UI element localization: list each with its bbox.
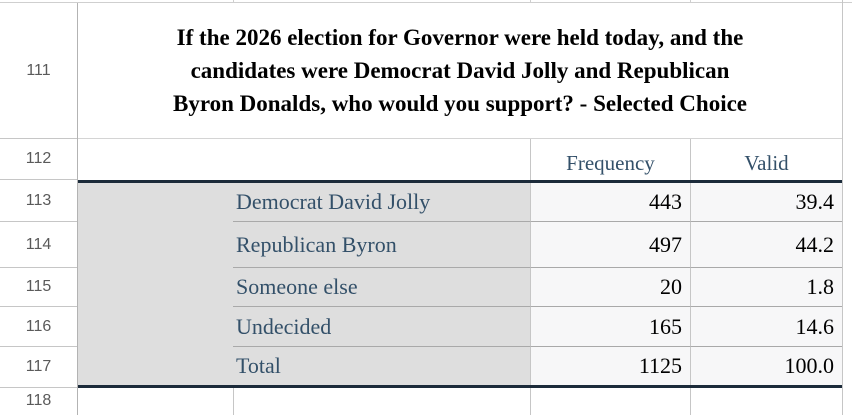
frequency-value-cell[interactable]: 1125	[530, 347, 690, 385]
frequency-table-body: Democrat David Jolly 443 39.4 Republican…	[78, 183, 842, 385]
category-label-cell[interactable]: Undecided	[233, 307, 530, 347]
row-header-117[interactable]: 117	[0, 347, 77, 388]
stub-cell[interactable]	[78, 268, 233, 307]
row-header-115[interactable]: 115	[0, 268, 77, 307]
frequency-value-cell[interactable]: 165	[530, 307, 690, 347]
stub-cell[interactable]	[78, 183, 233, 222]
header-stub-cell[interactable]	[78, 139, 530, 180]
column-gridline	[530, 388, 531, 415]
row-number-column: 111 112 113 114 115 116 117 118	[0, 3, 78, 415]
table-row: Total 1125 100.0	[78, 347, 842, 385]
table-header-row: Frequency Valid	[78, 139, 842, 180]
row-header-111[interactable]: 111	[0, 3, 77, 139]
frequency-column-header[interactable]: Frequency	[530, 139, 690, 180]
valid-percent-cell[interactable]: 100.0	[690, 347, 842, 385]
table-row: Someone else 20 1.8	[78, 268, 842, 307]
table-row: Democrat David Jolly 443 39.4	[78, 183, 842, 222]
table-bottom-rule	[78, 385, 842, 388]
stub-cell[interactable]	[78, 347, 233, 385]
row-header-114[interactable]: 114	[0, 222, 77, 268]
row-header-116[interactable]: 116	[0, 307, 77, 347]
row-header-113[interactable]: 113	[0, 180, 77, 222]
valid-percent-cell[interactable]: 1.8	[690, 268, 842, 307]
category-label-cell[interactable]: Total	[233, 347, 530, 385]
row-header-118[interactable]: 118	[25, 392, 52, 409]
category-label-cell[interactable]: Democrat David Jolly	[233, 183, 530, 222]
category-label-cell[interactable]: Republican Byron	[233, 222, 530, 268]
valid-percent-cell[interactable]: 39.4	[690, 183, 842, 222]
column-gridline-tick	[690, 0, 691, 3]
table-row: Undecided 165 14.6	[78, 307, 842, 347]
previous-row-bottom-border	[0, 2, 852, 3]
column-gridline	[233, 388, 234, 415]
table-top-rule	[78, 180, 842, 183]
question-title-line: candidates were Democrat David Jolly and…	[190, 58, 730, 83]
stub-cell[interactable]	[78, 307, 233, 347]
valid-column-header[interactable]: Valid	[690, 139, 842, 180]
stub-cell[interactable]	[78, 222, 233, 268]
frequency-value-cell[interactable]: 20	[530, 268, 690, 307]
valid-percent-cell[interactable]: 14.6	[690, 307, 842, 347]
question-title-line: Byron Donalds, who would you support? - …	[172, 91, 747, 116]
table-row: Republican Byron 497 44.2	[78, 222, 842, 268]
question-title-cell[interactable]: If the 2026 election for Governor were h…	[78, 3, 842, 139]
column-gridline	[690, 388, 691, 415]
row-header-112[interactable]: 112	[0, 139, 77, 180]
category-label-cell[interactable]: Someone else	[233, 268, 530, 307]
column-gridline-tick	[530, 0, 531, 3]
valid-percent-cell[interactable]: 44.2	[690, 222, 842, 268]
column-gridline-tick	[233, 0, 234, 3]
frequency-value-cell[interactable]: 497	[530, 222, 690, 268]
frequency-value-cell[interactable]: 443	[530, 183, 690, 222]
question-title-line: If the 2026 election for Governor were h…	[176, 25, 744, 50]
table-right-border	[842, 0, 843, 415]
